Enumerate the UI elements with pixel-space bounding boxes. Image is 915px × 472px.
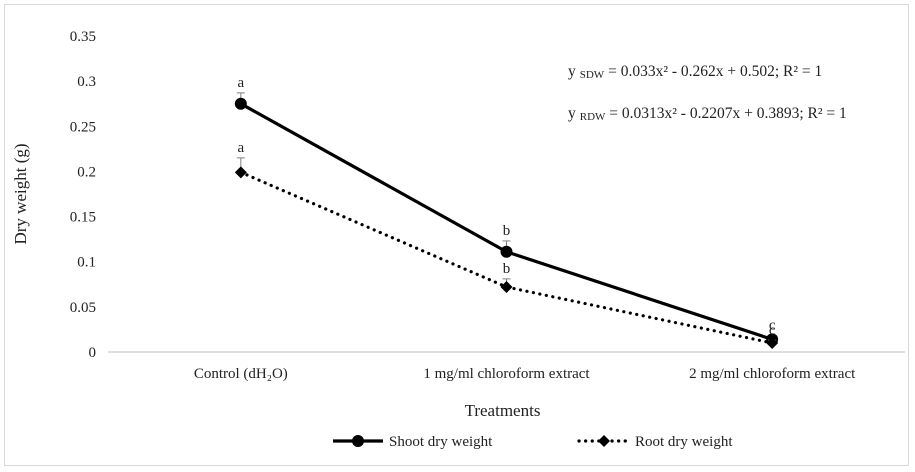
equation-sdw-subscript: SDW <box>580 69 605 81</box>
y-axis-title: Dry weight (g) <box>11 143 30 244</box>
significance-letter: a <box>237 140 244 156</box>
y-axis-ticks: 0 0.05 0.1 0.15 0.2 0.25 0.3 0.35 <box>70 29 96 361</box>
chart-frame <box>4 4 909 466</box>
legend: Shoot dry weight Root dry weight <box>333 434 733 450</box>
y-tick-label: 0.25 <box>70 119 96 135</box>
series-line-shoot-dry-weight <box>240 102 773 341</box>
equation-rdw: y RDW = 0.0313x² - 0.2207x + 0.3893; R² =… <box>568 105 847 123</box>
legend-item-shoot-dry-weight: Shoot dry weight <box>333 434 493 450</box>
legend-marker <box>598 435 610 447</box>
x-axis-title: Treatments <box>465 401 541 420</box>
y-tick-label: 0.05 <box>70 300 96 316</box>
data-point <box>234 97 247 110</box>
x-tick-label: 2 mg/ml chloroform extract <box>689 366 856 382</box>
x-tick-label: 1 mg/ml chloroform extract <box>423 366 590 382</box>
y-tick-label: 0.1 <box>77 255 96 271</box>
significance-letter: a <box>237 75 244 91</box>
y-tick-label: 0.15 <box>70 210 96 226</box>
y-tick-label: 0 <box>89 345 97 361</box>
equation-rdw-subscript: RDW <box>580 111 606 123</box>
equation-sdw: y SDW = 0.033x² - 0.262x + 0.502; R² = 1 <box>568 63 822 81</box>
series-layer: a b c a b c <box>234 75 779 349</box>
significance-letter: c <box>769 318 776 334</box>
equation-sdw-text: = 0.033x² - 0.262x + 0.502; R² = 1 <box>604 63 822 80</box>
significance-letter: b <box>503 223 511 239</box>
legend-marker <box>352 435 364 447</box>
data-point <box>500 280 513 293</box>
significance-letter: b <box>503 261 511 277</box>
legend-item-root-dry-weight: Root dry weight <box>577 434 733 450</box>
y-tick-label: 0.3 <box>77 74 96 90</box>
equation-rdw-y: y <box>568 105 576 122</box>
significance-letter: c <box>769 322 776 338</box>
series-root-dry-weight: a b c <box>234 140 779 349</box>
data-point <box>766 336 779 349</box>
y-tick-label: 0.35 <box>70 29 96 45</box>
x-axis-ticks: Control (dH₂O) 1 mg/ml chloroform extract… <box>194 366 856 382</box>
data-point <box>500 245 513 258</box>
legend-label: Shoot dry weight <box>389 434 493 450</box>
data-point <box>234 166 247 179</box>
x-tick-label: Control (dH₂O) <box>194 366 288 382</box>
legend-label: Root dry weight <box>635 434 733 450</box>
equation-sdw-y: y <box>568 63 576 80</box>
equation-rdw-text: = 0.0313x² - 0.2207x + 0.3893; R² = 1 <box>605 105 846 122</box>
y-tick-label: 0.2 <box>77 164 96 180</box>
